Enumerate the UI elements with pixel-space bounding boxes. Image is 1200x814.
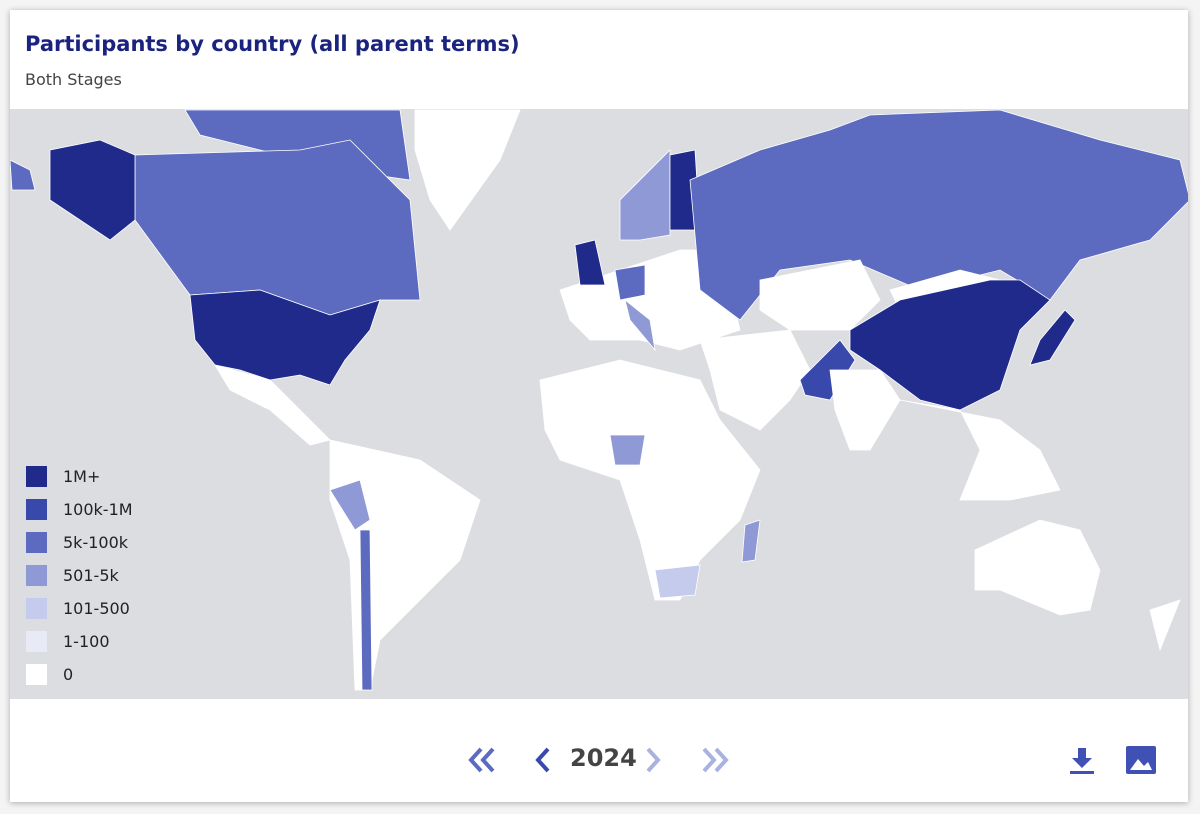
legend-label: 101-500 [63,599,130,618]
legend-swatch [26,466,47,487]
legend-label: 1-100 [63,632,110,651]
legend-swatch [26,565,47,586]
legend-swatch [26,664,47,685]
legend-item: 1-100 [26,625,133,658]
legend-label: 501-5k [63,566,119,585]
country [1149,599,1181,652]
next-button[interactable] [642,745,666,775]
legend-swatch [26,532,47,553]
country [414,109,521,231]
legend-item: 1M+ [26,460,133,493]
legend-swatch [26,631,47,652]
legend-label: 100k-1M [63,500,133,519]
legend: 1M+ 100k-1M 5k-100k 501-5k 101-500 1-100 0 [26,460,133,691]
country [214,364,331,446]
country [574,239,606,286]
country [741,519,761,563]
country [359,529,373,691]
title: Participants by country (all parent term… [25,32,520,56]
previous-button[interactable] [530,745,554,775]
country [654,564,701,599]
country [619,149,671,241]
download-button[interactable] [1067,745,1097,775]
subtitle: Both Stages [25,70,122,89]
year: 2024 [570,744,637,772]
country [10,159,36,191]
legend-item: 501-5k [26,559,133,592]
legend-item: 0 [26,658,133,691]
chart-card: Participants by country (all parent term… [10,10,1188,802]
legend-item: 5k-100k [26,526,133,559]
country [624,298,656,352]
country [849,279,1051,411]
legend-label: 5k-100k [63,533,129,552]
country [609,434,646,466]
country [974,519,1101,616]
country [49,139,136,241]
first-button[interactable] [465,745,501,775]
world-map [10,109,1188,699]
country [559,249,741,351]
legend-swatch [26,499,47,520]
country [899,399,1061,501]
country [329,479,371,531]
country [614,264,646,301]
country [829,369,901,451]
legend-label: 0 [63,665,74,684]
country [699,329,811,431]
last-button[interactable] [696,745,732,775]
image-button[interactable] [1125,745,1157,777]
legend-swatch [26,598,47,619]
legend-label: 1M+ [63,467,101,486]
legend-item: 100k-1M [26,493,133,526]
country [1029,309,1076,366]
year-navigation: 2024 [10,730,1188,790]
legend-item: 101-500 [26,592,133,625]
